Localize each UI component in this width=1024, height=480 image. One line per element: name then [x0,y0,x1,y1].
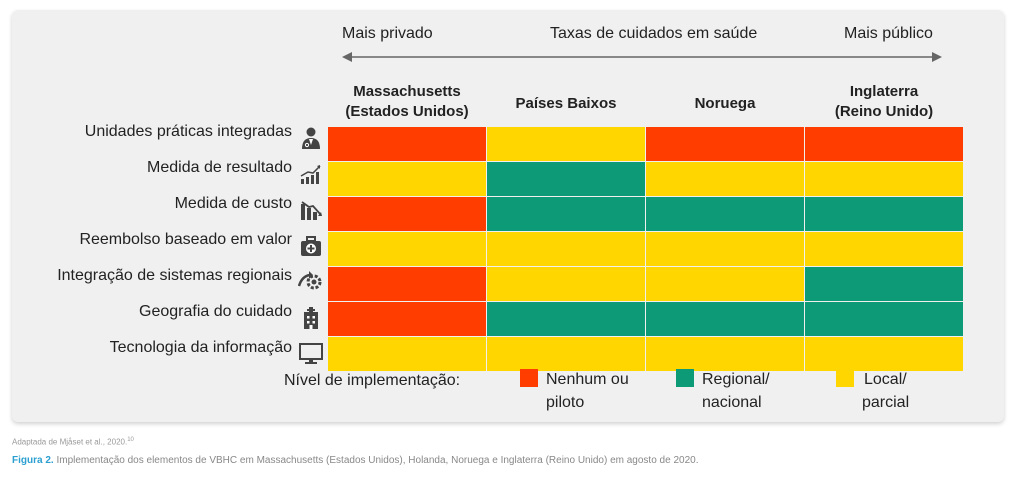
grid-cell-regional [805,302,963,336]
legend-label: parcial [862,394,910,411]
scale-center-label: Taxas de cuidados em saúde [550,25,758,42]
scale-right-label: Mais público [844,25,933,42]
legend-label: nacional [702,394,762,411]
grid-cell-nenhum [328,197,486,231]
row-label: Tecnologia da informação [109,339,292,356]
grid-cell-local [805,162,963,196]
legend-item-local: Local/ parcial [836,368,972,414]
legend-label: piloto [546,394,585,411]
grid-cell-nenhum [805,127,963,161]
grid-cell-nenhum [646,127,804,161]
column-header-inglaterra: Inglaterra (Reino Unido) [834,83,934,120]
grid-cell-regional [646,302,804,336]
legend-label: Local/ [864,371,907,388]
column-header-paises-baixos: Países Baixos [515,95,617,112]
medical-bag-icon [298,233,324,259]
grid-cell-local [646,232,804,266]
legend-label: Nenhum ou [546,371,629,388]
doctor-icon [298,125,324,151]
legend-label: Regional/ [702,371,770,388]
grid-cell-local [328,337,486,371]
bar-chart-down-icon [298,197,324,223]
grid-cell-nenhum [328,302,486,336]
grid-cell-local [328,162,486,196]
legend-swatch-nenhum [520,369,538,387]
grid-cell-local [328,232,486,266]
legend-item-regional: Regional/ nacional [676,368,812,414]
double-arrow-icon [342,52,942,62]
hospital-icon [298,305,324,331]
bar-chart-up-icon [298,161,324,187]
grid-cell-local [487,232,645,266]
caption-text: Implementação dos elementos de VBHC em M… [53,455,699,466]
grid-cell-local [646,267,804,301]
scale-left-label: Mais privado [342,25,433,42]
column-header-massachusetts: Massachusetts (Estados Unidos) [345,83,469,120]
row-label: Geografia do cuidado [139,303,292,320]
grid-cell-local [487,127,645,161]
grid-cell-local [805,337,963,371]
gear-arrow-icon [298,269,324,295]
credit-note: Adaptada de Mjåset et al., 2020.10 [12,437,134,447]
grid-cell-nenhum [328,127,486,161]
grid-cell-regional [487,197,645,231]
grid-cell-local [487,337,645,371]
column-header-noruega: Noruega [694,95,756,112]
grid-cell-nenhum [328,267,486,301]
row-label: Medida de resultado [147,159,292,176]
legend-swatch-regional [676,369,694,387]
grid-cell-local [646,337,804,371]
caption-label: Figura 2. [12,455,54,466]
grid-cell-local [646,162,804,196]
monitor-icon [298,341,324,367]
figure-caption: Figura 2. Implementação dos elementos de… [12,455,698,466]
grid-cell-local [487,267,645,301]
row-label: Reembolso baseado em valor [79,231,292,248]
row-label: Medida de custo [174,195,292,212]
legend-swatch-local [836,369,854,387]
grid-cell-regional [646,197,804,231]
row-label: Unidades práticas integradas [84,123,292,140]
grid-cell-local [805,232,963,266]
legend-item-nenhum: Nenhum ou piloto [520,368,656,414]
grid-cell-regional [487,162,645,196]
implementation-grid [328,127,964,371]
grid-cell-regional [805,267,963,301]
row-label: Integração de sistemas regionais [57,267,292,284]
grid-cell-regional [487,302,645,336]
legend-title: Nível de implementação: [284,372,461,389]
grid-cell-regional [805,197,963,231]
